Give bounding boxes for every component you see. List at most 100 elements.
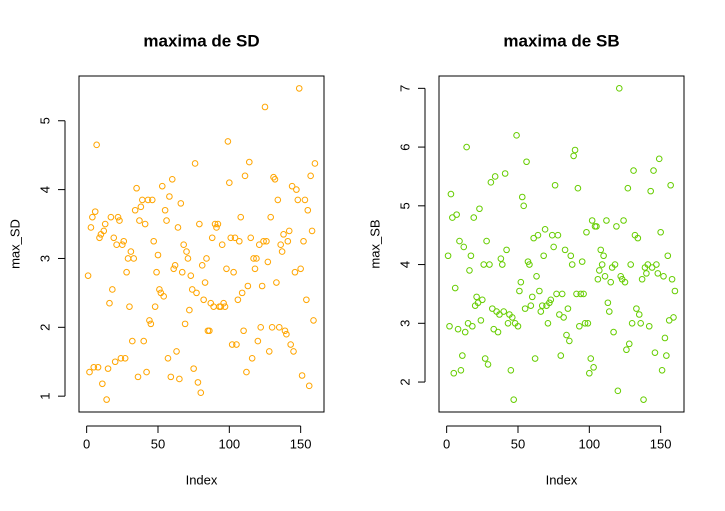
point: [671, 287, 679, 295]
point: [288, 182, 296, 190]
point: [583, 228, 590, 236]
point: [514, 322, 522, 330]
point: [657, 228, 664, 236]
point: [481, 355, 489, 362]
point: [578, 258, 586, 265]
point: [604, 299, 612, 307]
point: [176, 375, 183, 383]
point: [117, 354, 125, 362]
point: [177, 200, 185, 207]
point: [178, 268, 186, 276]
point: [586, 369, 593, 377]
y-tick-label: 5: [37, 117, 52, 124]
point: [188, 286, 196, 293]
point: [230, 268, 237, 276]
point: [647, 187, 654, 195]
point: [250, 255, 257, 262]
point: [148, 196, 156, 204]
point: [264, 258, 272, 266]
point: [444, 252, 452, 260]
point: [654, 270, 662, 277]
x-tick-label: 150: [290, 436, 312, 451]
point: [304, 206, 312, 214]
x-axis-label: Index: [546, 472, 578, 487]
point: [507, 366, 515, 374]
point: [584, 320, 592, 327]
x-tick-label: 100: [578, 436, 600, 451]
point: [518, 193, 526, 201]
point: [161, 206, 169, 214]
point: [558, 290, 566, 298]
point: [457, 366, 465, 374]
point: [630, 167, 637, 174]
point: [634, 234, 642, 242]
point: [603, 217, 610, 224]
point: [470, 214, 478, 221]
point: [560, 314, 567, 321]
y-tick-label: 1: [37, 393, 52, 400]
point: [510, 396, 518, 403]
point: [670, 314, 677, 321]
point: [206, 327, 213, 335]
point: [104, 365, 112, 372]
point: [133, 184, 140, 192]
point: [231, 234, 239, 242]
point: [483, 237, 490, 245]
point: [564, 305, 572, 312]
point: [90, 363, 98, 371]
y-tick-label: 4: [37, 186, 52, 193]
point: [531, 355, 539, 362]
y-tick-label: 2: [397, 378, 412, 385]
point: [171, 262, 179, 269]
point: [119, 241, 126, 248]
point: [164, 354, 172, 362]
point: [174, 224, 182, 231]
point: [284, 237, 292, 245]
y-axis-label: max_SD: [7, 219, 22, 269]
point: [134, 373, 142, 381]
point: [297, 265, 304, 273]
point: [593, 223, 600, 230]
y-tick-label: 2: [37, 324, 52, 331]
point: [275, 324, 283, 331]
point: [301, 196, 309, 204]
point: [285, 227, 293, 235]
point: [151, 303, 159, 310]
point: [303, 296, 310, 304]
point: [517, 278, 525, 286]
point: [534, 231, 542, 239]
point: [234, 296, 242, 304]
point: [310, 317, 317, 324]
x-tick-label: 0: [83, 436, 90, 451]
point: [226, 179, 233, 187]
point: [453, 211, 460, 218]
point: [107, 213, 115, 221]
point: [637, 320, 644, 327]
point: [131, 206, 139, 214]
point: [624, 184, 632, 192]
point: [146, 317, 153, 324]
point: [89, 213, 96, 221]
chart-title: maxima de SB: [503, 31, 619, 50]
point: [280, 231, 287, 238]
point: [263, 237, 270, 245]
point: [224, 138, 232, 145]
point: [255, 241, 263, 248]
point: [147, 320, 155, 328]
point: [479, 296, 486, 304]
point: [187, 272, 195, 279]
point: [664, 252, 672, 260]
point: [551, 181, 559, 189]
chart-title: maxima de SD: [143, 31, 259, 50]
point: [103, 396, 110, 403]
point: [446, 322, 453, 330]
point: [598, 261, 606, 268]
point: [605, 308, 613, 315]
point: [625, 340, 633, 348]
point: [476, 205, 483, 213]
point: [521, 305, 529, 312]
point: [544, 320, 552, 327]
point: [655, 155, 663, 163]
point: [571, 146, 579, 154]
point: [590, 364, 597, 371]
